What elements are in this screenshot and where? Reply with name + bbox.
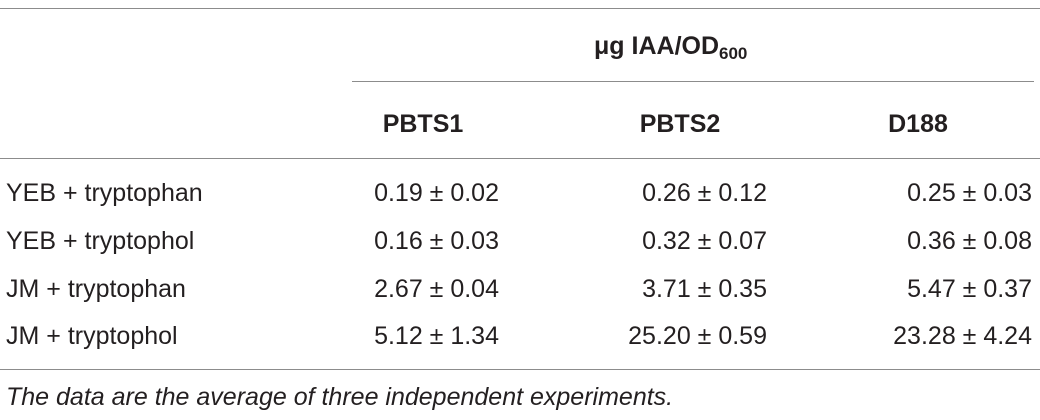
table-cell: 0.16 ± 0.03 xyxy=(374,227,499,255)
row-label: JM + tryptophan xyxy=(6,275,186,303)
table-bottom-rule xyxy=(0,369,1040,370)
table-footnote: The data are the average of three indepe… xyxy=(6,383,674,411)
top-rule xyxy=(0,8,1040,9)
group-header: μg IAA/OD600 xyxy=(594,31,748,63)
column-header-d188: D188 xyxy=(888,110,948,138)
table-cell: 23.28 ± 4.24 xyxy=(893,322,1032,350)
table-cell: 5.47 ± 0.37 xyxy=(907,275,1032,303)
table-cell: 25.20 ± 0.59 xyxy=(628,322,767,350)
column-header-pbts1: PBTS1 xyxy=(382,110,464,138)
table-cell: 0.25 ± 0.03 xyxy=(907,179,1032,207)
table-cell: 0.36 ± 0.08 xyxy=(907,227,1032,255)
table-cell: 0.26 ± 0.12 xyxy=(642,179,767,207)
header-bottom-rule xyxy=(0,158,1040,159)
table-cell: 0.32 ± 0.07 xyxy=(642,227,767,255)
table-cell: 3.71 ± 0.35 xyxy=(642,275,767,303)
group-header-text: μg IAA/OD xyxy=(594,32,720,60)
group-header-subscript: 600 xyxy=(719,44,748,63)
table-cell: 0.19 ± 0.02 xyxy=(374,179,499,207)
row-label: JM + tryptophol xyxy=(6,322,178,350)
row-label: YEB + tryptophan xyxy=(6,179,203,207)
table-cell: 2.67 ± 0.04 xyxy=(374,275,499,303)
row-label: YEB + tryptophol xyxy=(6,227,195,255)
group-header-rule xyxy=(352,81,1034,82)
table-cell: 5.12 ± 1.34 xyxy=(374,322,499,350)
column-header-pbts2: PBTS2 xyxy=(639,110,721,138)
